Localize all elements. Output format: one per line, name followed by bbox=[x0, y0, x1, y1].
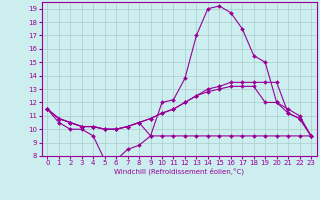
X-axis label: Windchill (Refroidissement éolien,°C): Windchill (Refroidissement éolien,°C) bbox=[114, 168, 244, 175]
